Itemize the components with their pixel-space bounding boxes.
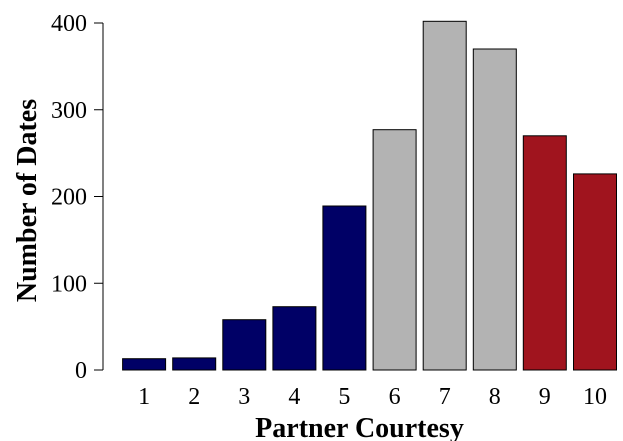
bar-3 xyxy=(222,319,267,371)
bar-5 xyxy=(322,205,367,371)
x-ticks-group: 1 2 3 4 5 6 7 8 9 10 xyxy=(138,384,607,410)
y-tick-label: 100 xyxy=(51,271,87,297)
bars-group xyxy=(122,20,617,371)
x-tick-label: 1 xyxy=(138,384,150,410)
y-axis-title: Number of Dates xyxy=(12,99,43,302)
x-tick-label: 5 xyxy=(338,384,350,410)
bar-1 xyxy=(122,358,167,371)
x-tick-label: 6 xyxy=(389,384,401,410)
x-tick-label: 8 xyxy=(489,384,501,410)
bar-8 xyxy=(472,48,517,371)
bar-2 xyxy=(172,357,217,371)
bar-6 xyxy=(372,129,417,371)
x-tick-label: 3 xyxy=(238,384,250,410)
x-tick-label: 7 xyxy=(439,384,451,410)
x-tick-label: 2 xyxy=(188,384,200,410)
x-axis-title: Partner Courtesy xyxy=(255,413,464,441)
y-tick-label: 400 xyxy=(51,11,87,37)
y-tick-label: 300 xyxy=(51,98,87,124)
bar-4 xyxy=(272,306,317,371)
y-tick-label: 200 xyxy=(51,185,87,211)
x-tick-label: 4 xyxy=(288,384,300,410)
x-tick-label: 9 xyxy=(539,384,551,410)
bar-10 xyxy=(573,173,617,371)
y-ticks-group: 0 100 200 300 400 xyxy=(51,11,103,384)
bar-9 xyxy=(522,135,567,371)
y-tick-label: 0 xyxy=(75,358,87,384)
x-tick-label: 10 xyxy=(583,384,607,410)
bar-7 xyxy=(422,20,467,371)
